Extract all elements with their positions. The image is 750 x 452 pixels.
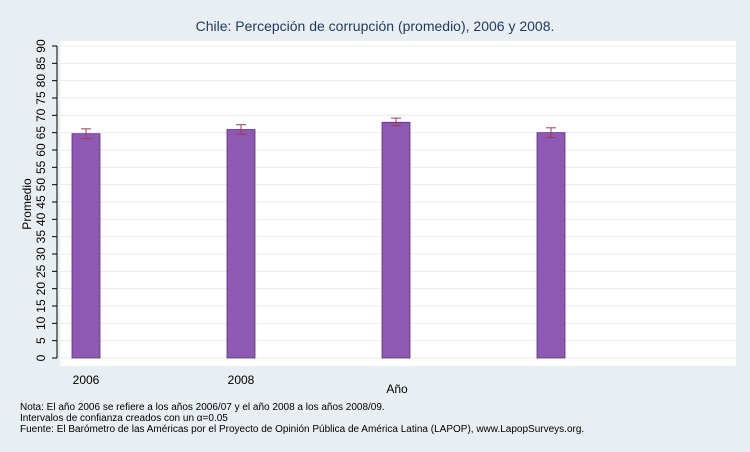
y-axis-label: Promedio (20, 178, 34, 230)
bars (71, 121, 566, 359)
note-line-2: Intervalos de confianza creados con un α… (20, 413, 228, 424)
note-line-1: Nota: El año 2006 se refiere a los años … (20, 402, 385, 413)
y-tick-label: 5 (34, 337, 48, 344)
y-tick-label: 85 (34, 56, 48, 70)
chart-title: Chile: Percepción de corrupción (promedi… (196, 18, 555, 34)
y-tick-label: 25 (34, 264, 48, 278)
bar (536, 132, 566, 359)
y-tick-label: 50 (34, 178, 48, 192)
y-tick-label: 55 (34, 160, 48, 174)
y-tick-label: 60 (34, 143, 48, 157)
bar (381, 121, 411, 359)
y-tick-label: 70 (34, 108, 48, 122)
x-tick-label: 2006 (73, 373, 100, 387)
y-tick-label: 15 (34, 299, 48, 313)
y-tick-label: 90 (34, 39, 48, 53)
y-tick-label: 45 (34, 195, 48, 209)
y-tick-label: 20 (34, 282, 48, 296)
x-axis-label: Año (386, 382, 408, 396)
y-tick-label: 30 (34, 247, 48, 261)
note-line-3: Fuente: El Barómetro de las Américas por… (20, 424, 584, 435)
bar (71, 133, 101, 359)
y-tick-label: 10 (34, 316, 48, 330)
y-tick-label: 0 (34, 354, 48, 361)
x-axis: 2006 2008 (73, 373, 255, 387)
y-tick-label: 75 (34, 91, 48, 105)
y-tick-label: 80 (34, 74, 48, 88)
y-axis: 0 5 10 15 20 25 30 35 40 45 50 55 60 65 70 75 80 85 90 (34, 39, 58, 361)
bar (226, 129, 256, 359)
x-tick-label: 2008 (228, 373, 255, 387)
y-tick-label: 40 (34, 212, 48, 226)
error-bars (81, 117, 556, 140)
y-tick-label: 65 (34, 126, 48, 140)
y-tick-label: 35 (34, 230, 48, 244)
